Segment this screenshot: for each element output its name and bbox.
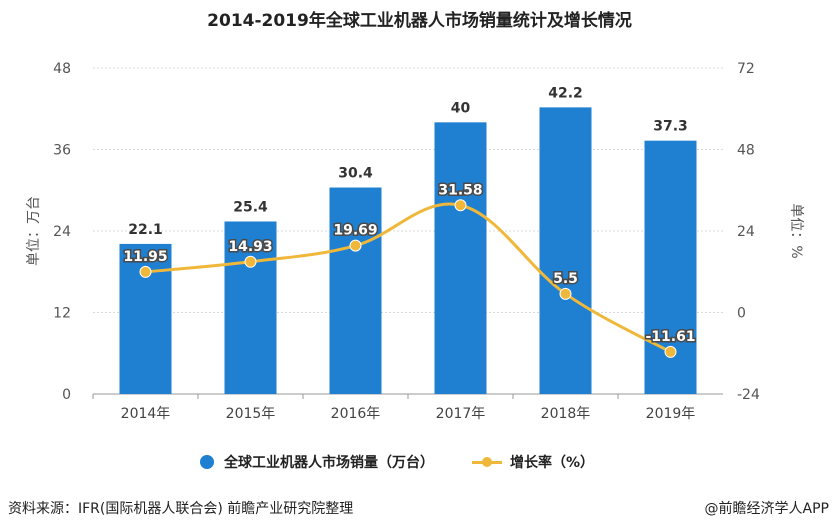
y-axis-label-left: 单位：万台 — [26, 196, 42, 266]
x-tick-label: 2014年 — [121, 406, 171, 422]
bar — [224, 221, 277, 394]
y-tick-left: 48 — [53, 61, 71, 77]
chart-area: 0 12 24 36 48 -24 0 24 48 72 单位：万台 单位：% 22.1 25.4 30.4… — [26, 61, 804, 422]
x-tick-label: 2018年 — [541, 406, 591, 422]
line-value-label: 5.5 — [553, 271, 578, 287]
y-axis-label-right: 单位：% — [788, 203, 804, 258]
bar-value-label: 42.2 — [548, 85, 583, 101]
legend-line-marker — [472, 455, 502, 469]
y-tick-right: 72 — [737, 61, 755, 77]
line-point — [139, 265, 152, 278]
y-tick-left: 36 — [53, 143, 71, 159]
line-value-label: 31.58 — [438, 182, 482, 198]
growth-line — [145, 202, 672, 354]
legend-item-bar[interactable]: 全球工业机器人市场销量（万台） — [200, 452, 434, 472]
line-point — [349, 239, 362, 252]
bar-value-label: 25.4 — [233, 199, 268, 215]
chart-legend: 全球工业机器人市场销量（万台） 增长率（%） — [200, 452, 632, 472]
line-point — [454, 199, 467, 212]
x-tick-label: 2016年 — [331, 406, 381, 422]
bar — [434, 122, 487, 394]
x-tick-label: 2015年 — [226, 406, 276, 422]
brand-credit: @前瞻经济学人APP — [704, 501, 829, 517]
y-tick-right: 0 — [737, 306, 746, 322]
line-value-label: 19.69 — [333, 223, 377, 239]
y-tick-right: -24 — [737, 387, 760, 403]
legend-bar-label: 全球工业机器人市场销量（万台） — [224, 455, 434, 471]
legend-line-label: 增长率（%） — [510, 455, 595, 471]
bar-value-label: 40 — [451, 100, 471, 116]
bar-value-label: 30.4 — [338, 166, 373, 182]
legend-bar-marker — [200, 455, 214, 469]
source-note: 资料来源：IFR(国际机器人联合会) 前瞻产业研究院整理 — [8, 501, 354, 517]
bar — [329, 187, 382, 394]
line-point — [664, 345, 677, 358]
y-tick-left: 12 — [53, 306, 71, 322]
bar-value-label: 22.1 — [128, 222, 163, 238]
chart-title: 2014-2019年全球工业机器人市场销量统计及增长情况 — [207, 11, 632, 31]
y-tick-right: 24 — [737, 224, 755, 240]
y-tick-right: 48 — [737, 143, 755, 159]
line-value-label: -11.61 — [645, 329, 695, 345]
legend-item-line[interactable]: 增长率（%） — [472, 452, 594, 472]
x-tick-label: 2019年 — [646, 406, 696, 422]
line-value-label: 14.93 — [228, 239, 272, 255]
x-tick-label: 2017年 — [436, 406, 486, 422]
bar — [539, 107, 592, 395]
y-tick-left: 0 — [62, 387, 71, 403]
line-point — [559, 287, 572, 300]
y-tick-left: 24 — [53, 224, 71, 240]
line-value-label: 11.95 — [123, 249, 167, 265]
bar-value-label: 37.3 — [653, 119, 688, 135]
line-point — [244, 255, 257, 268]
